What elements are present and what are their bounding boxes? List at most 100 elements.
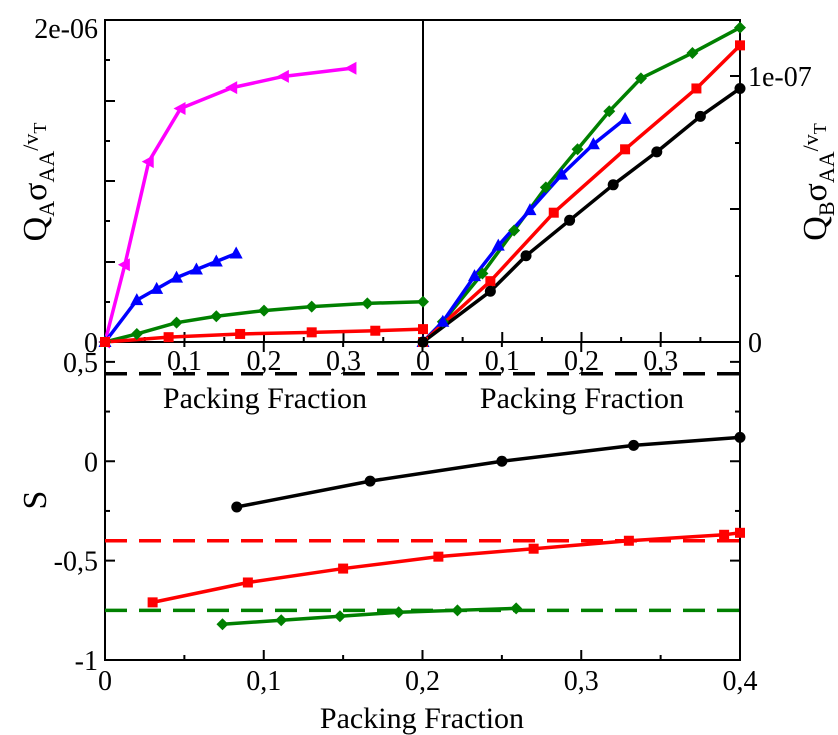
top-left-series-1-point-2 [150,281,164,294]
bottom-series-1-point-3 [433,551,444,562]
bottom-series-1-point-5 [623,535,634,546]
top-left-series-2-point-6 [361,297,374,310]
bottom-series-0-line [236,435,741,509]
tr-x-tick-label-0: 0 [416,346,430,377]
top-right-series-0-point-5 [571,143,584,156]
tick-labels: 0,1 0,2 0,3 0 2e-06 0 0,1 0,2 0,3 0 1e-07 0 0,1 0,2 0,… [34,14,812,697]
top-right-series-2-point-4 [691,83,702,94]
top-right-series-1-point-2 [468,269,482,282]
top-right-series-0-point-9 [734,21,746,34]
b-x-tick-label-3: 0,3 [564,666,599,697]
top-left-series-1-point-6 [229,246,243,259]
top-right-series-0-point-6 [603,105,616,118]
b-y-tick-label-2: 0 [84,447,98,478]
top-left-y-axis-label: QAσAA/vT [17,123,59,242]
top-left-series-2-point-3 [210,310,223,323]
tl-x-tick-label-1: 0,2 [247,346,282,377]
top-left-series-2-line [104,300,424,344]
top-right-series-2-line [421,44,742,344]
top-left-series-0-point-3 [173,102,186,116]
top-left-series-0-point-4 [225,81,238,95]
b-x-tick-label-0: 0 [98,666,112,697]
top-right-series-0-point-8 [686,46,699,59]
top-right-series-1-point-4 [523,203,537,216]
bottom-series-1-point-2 [338,563,349,574]
tick-marks [105,19,740,660]
ylabel-q-right: Q [797,216,834,241]
top-right-series-3-point-3 [564,214,576,226]
top-left-series-2-point-2 [170,316,183,329]
top-right-series-2-point-3 [620,144,631,155]
b-x-tick-label-4: 0,4 [723,666,758,697]
top-left-series-1-point-4 [189,262,203,275]
series-markers [98,21,746,631]
top-right-panel-frame [422,19,741,343]
tl-y-tick-label-0: 0 [84,328,98,359]
top-left-series-3-point-5 [418,324,428,335]
bottom-series-2-line [222,606,517,626]
top-left-series-0-point-6 [344,61,357,75]
bottom-series-0-point-3 [628,439,640,451]
tl-x-tick-label-0: 0,1 [167,346,202,377]
ylabel-slash: /v [18,134,43,151]
top-left-series-1-point-3 [170,270,184,283]
top-left-series-2-point-4 [258,304,270,317]
b-x-tick-label-2: 0,2 [405,666,440,697]
top-left-series-2-point-5 [305,300,318,313]
ylabel-slash-right: /v [798,134,823,151]
ylabel-sigma: σ [17,183,54,201]
top-right-series-3-point-0 [417,336,429,348]
ylabel-q-sub-right: B [814,201,838,216]
bottom-series-1-point-0 [147,597,158,608]
ylabel-q-sub: A [34,201,59,217]
bottom-series-2-point-3 [392,606,405,619]
top-left-series-3-point-2 [235,328,246,339]
top-right-series-1-point-7 [618,111,632,124]
bottom-series-0-point-0 [231,501,243,513]
top-right-series-3-point-6 [694,110,706,122]
b-y-tick-label-3: 0,5 [63,348,98,379]
top-right-series-1-point-3 [491,238,505,251]
top-right-series-2-point-1 [485,276,496,287]
bottom-series-0-point-2 [496,455,508,467]
tr-y-tick-label-1: 1e-07 [748,62,812,93]
top-right-series-1-point-6 [586,137,600,150]
top-right-series-3-line [421,87,742,344]
top-left-series-3-point-0 [100,337,110,347]
top-left-series-1-point-1 [130,293,144,306]
ylabel-sigma-sub: AA [34,151,59,183]
top-left-series-0-point-2 [141,155,154,169]
top-left-series-3-point-4 [370,325,381,336]
top-left-series-2-point-1 [130,327,143,340]
ylabel-v-sub-right: T [810,123,830,134]
top-right-series-3-point-7 [734,82,746,94]
bottom-series-1-point-6 [719,529,730,540]
tr-x-tick-label-2: 0,2 [564,346,599,377]
bottom-series-1-point-7 [735,527,745,538]
top-right-series-2-point-2 [548,207,559,218]
ylabel-q: Q [17,217,54,242]
top-right-series-3-point-1 [484,285,496,297]
top-right-series-1-point-5 [555,167,569,180]
series-lines [103,26,742,626]
top-right-x-axis-label: Packing Fraction [480,382,684,415]
ylabel-sigma-sub-right: AA [814,151,838,183]
top-right-series-3-point-2 [520,250,532,262]
ylabel-v-sub: T [30,123,50,134]
tr-x-tick-label-3: 0,3 [643,346,678,377]
top-right-series-0-point-7 [634,72,647,85]
top-right-series-0-line [421,26,741,344]
top-right-y-axis-label: QBσAA/vT [797,123,838,240]
tr-y-tick-label-0: 0 [748,328,762,359]
top-left-series-0-point-1 [117,258,130,272]
bottom-series-2-point-4 [451,604,464,617]
bottom-series-0-point-1 [364,475,376,487]
top-left-series-0-line [103,66,352,343]
bottom-series-2-point-0 [216,618,229,631]
top-right-series-2-point-5 [735,40,745,51]
tr-x-tick-label-1: 0,1 [485,346,520,377]
bottom-series-2-point-2 [333,610,346,623]
bottom-y-axis-label: S [17,491,54,510]
top-right-series-3-point-5 [651,146,663,158]
top-right-series-0-point-4 [539,181,552,194]
